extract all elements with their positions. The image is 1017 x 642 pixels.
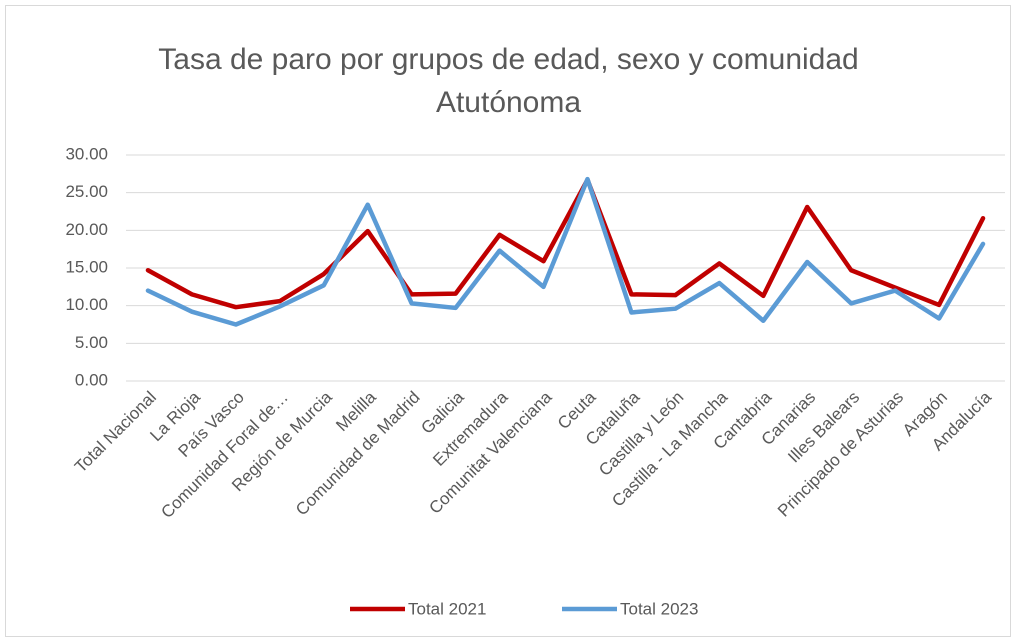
- line-series: [145, 176, 986, 327]
- chart-title: Tasa de paro por grupos de edad, sexo y …: [158, 43, 859, 119]
- chart-border: [5, 5, 1011, 637]
- y-tick-label: 20.00: [65, 220, 108, 239]
- y-tick-label: 5.00: [75, 333, 108, 352]
- line-series: [145, 177, 986, 310]
- y-tick-label: 30.00: [65, 144, 108, 163]
- chart-title-box: Tasa de paro por grupos de edad, sexo y …: [0, 38, 1017, 124]
- y-tick-label: 25.00: [65, 182, 108, 201]
- y-tick-label: 10.00: [65, 295, 108, 314]
- y-tick-label: 15.00: [65, 257, 108, 276]
- legend-label: Total 2021: [408, 599, 486, 618]
- y-tick-label: 0.00: [75, 370, 108, 389]
- legend-label: Total 2023: [620, 599, 698, 618]
